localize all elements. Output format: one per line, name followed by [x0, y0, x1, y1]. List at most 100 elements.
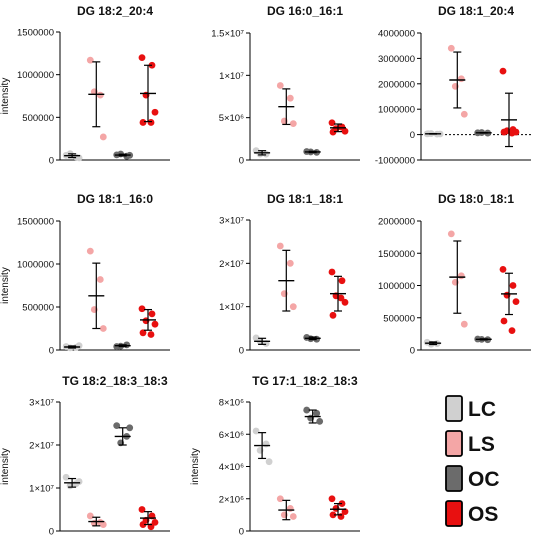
y-axis-label: intensity — [0, 448, 11, 485]
data-point — [338, 277, 346, 285]
data-point — [113, 422, 121, 430]
legend: LC LS OC OS — [445, 395, 500, 527]
y-tick-label: 500000 — [22, 113, 54, 124]
data-point — [86, 247, 94, 255]
data-point — [316, 417, 324, 425]
data-point — [138, 54, 146, 61]
data-point — [508, 327, 516, 335]
panel-title: DG 18:1_16:0 — [77, 192, 153, 206]
panel-title: TG 18:2_18:3_18:3 — [62, 374, 168, 388]
group-OC — [303, 148, 321, 156]
y-tick-label: 3×10⁷ — [219, 216, 244, 227]
data-point — [341, 298, 349, 306]
group-OS — [328, 495, 349, 520]
data-point — [126, 424, 134, 432]
group-LS — [447, 230, 468, 328]
data-point — [508, 129, 516, 137]
legend-label-OC: OC — [468, 468, 500, 491]
y-tick-label: 0 — [410, 346, 415, 357]
y-tick-label: 2×10⁷ — [219, 259, 244, 270]
legend-label-LS: LS — [468, 433, 495, 456]
data-point — [509, 282, 517, 289]
group-OC — [474, 129, 492, 137]
legend-label-OS: OS — [468, 503, 498, 526]
y-tick-label: 8×10⁶ — [219, 398, 244, 409]
data-point — [460, 320, 468, 328]
y-tick-label: 3×10⁷ — [29, 398, 54, 409]
y-tick-label: -1000000 — [375, 156, 415, 167]
group-LC — [62, 473, 83, 490]
data-point — [337, 123, 345, 131]
data-point — [99, 521, 107, 528]
data-point — [151, 519, 159, 526]
data-point — [139, 119, 147, 126]
data-point — [289, 120, 297, 127]
group-OC — [113, 150, 134, 160]
legend-swatch-OC — [445, 465, 463, 492]
group-OS — [138, 506, 159, 531]
group-LS — [276, 242, 297, 312]
group-LS — [276, 495, 297, 521]
group-LS — [86, 512, 107, 528]
data-point — [286, 94, 294, 102]
data-point — [286, 259, 294, 267]
group-LC — [252, 147, 271, 158]
group-LS — [86, 56, 107, 141]
group-LC — [252, 427, 273, 466]
legend-label-LC: LC — [468, 398, 496, 421]
y-axis-label: intensity — [0, 267, 11, 304]
data-point — [313, 409, 321, 417]
data-point — [457, 75, 465, 83]
data-point — [500, 317, 508, 325]
y-tick-label: 1000000 — [17, 260, 54, 271]
y-tick-label: 1×10⁷ — [219, 302, 244, 313]
data-point — [289, 513, 297, 520]
panel-4: DG 18:1_16:0 0 500000 1000000 1500000 intensi… — [0, 192, 170, 357]
data-point — [75, 342, 83, 350]
group-LS — [276, 82, 297, 127]
data-point — [289, 303, 297, 311]
data-point — [265, 458, 273, 466]
panel-5: DG 18:1_18:1 0 1×10⁷ 2×10⁷ 3×10⁷ — [219, 192, 360, 357]
y-tick-label: 0 — [49, 346, 54, 357]
data-point — [303, 406, 311, 414]
panel-8: TG 17:1_18:2_18:3 0 2×10⁶ 4×10⁶ 6×10⁶ 8×10⁶ in… — [190, 374, 360, 538]
y-tick-label: 4000000 — [378, 29, 415, 40]
group-OS — [328, 119, 349, 136]
data-point — [151, 108, 159, 116]
panel-7: TG 18:2_18:3_18:3 0 1×10⁷ 2×10⁷ 3×10⁷ intensi… — [0, 374, 170, 538]
y-tick-label: 3000000 — [378, 54, 415, 65]
data-point — [499, 67, 507, 75]
group-LS — [447, 44, 468, 118]
data-point — [99, 325, 107, 332]
legend-swatch-OS — [445, 500, 463, 527]
data-point — [499, 265, 507, 273]
data-point — [151, 320, 159, 328]
data-point — [138, 305, 146, 313]
y-tick-label: 1×10⁷ — [219, 71, 244, 82]
group-LC — [252, 334, 271, 347]
panel-title: DG 18:0_18:1 — [438, 192, 514, 206]
data-point — [62, 473, 70, 481]
y-tick-label: 1.5×10⁷ — [211, 29, 244, 40]
y-tick-label: 1000000 — [378, 105, 415, 116]
data-point — [262, 150, 270, 158]
data-point — [96, 276, 104, 283]
data-point — [147, 119, 155, 126]
y-tick-label: 1500000 — [378, 249, 415, 260]
data-point — [96, 91, 104, 99]
panel-6: DG 18:0_18:1 0 500000 1000000 1500000 2000000 — [378, 192, 531, 357]
data-point — [262, 440, 270, 448]
data-point — [460, 110, 468, 118]
data-point — [500, 128, 508, 136]
group-LC — [62, 342, 83, 352]
group-OS — [328, 268, 349, 319]
y-tick-label: 6×10⁶ — [219, 430, 244, 441]
y-tick-label: 0 — [239, 346, 244, 357]
panel-title: DG 18:1_18:1 — [267, 192, 343, 206]
data-point — [139, 521, 147, 528]
data-point — [512, 298, 520, 306]
group-OS — [138, 305, 159, 338]
data-point — [447, 230, 455, 238]
